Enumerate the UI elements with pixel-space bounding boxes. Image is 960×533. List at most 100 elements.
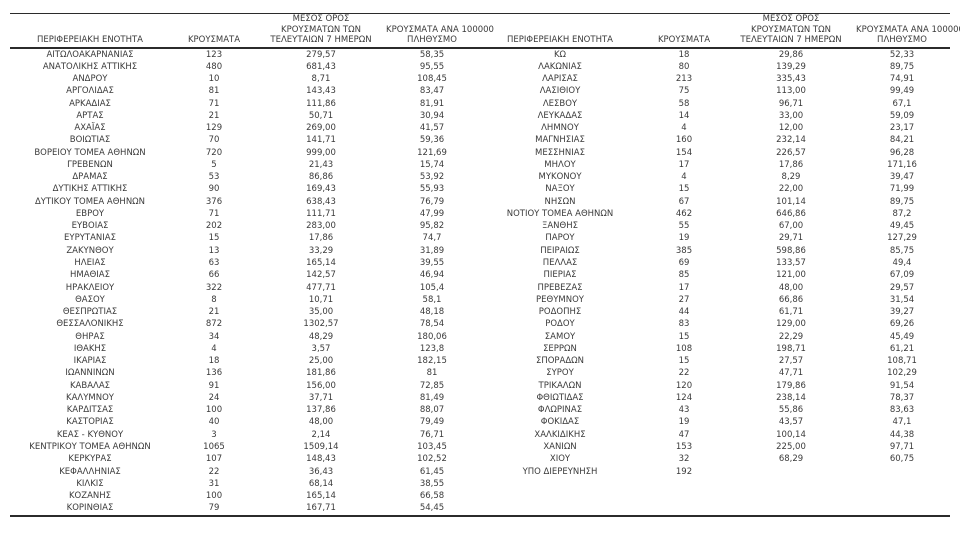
per100k-cell: 58,35 bbox=[419, 49, 445, 60]
avg7-cell: 143,43 bbox=[306, 86, 336, 97]
cases-cell: 58 bbox=[678, 98, 690, 109]
region-cell: ΚΟΖΑΝΗΣ bbox=[68, 491, 112, 502]
region-cell: ΗΛΕΙΑΣ bbox=[74, 258, 106, 269]
avg7-cell: 179,86 bbox=[776, 380, 806, 391]
cases-cell: 34 bbox=[208, 331, 220, 342]
header-avg7-left: ΜΕΣΟΣ ΟΡΟΣ ΚΡΟΥΣΜΑΤΩΝ ΤΩΝ ΤΕΛΕΥΤΑΙΩΝ 7 Η… bbox=[258, 14, 384, 48]
per100k-cell: 78,54 bbox=[419, 319, 445, 330]
cases-cell: 108 bbox=[675, 343, 693, 354]
avg7-cell: 27,57 bbox=[778, 356, 804, 367]
region-cell: ΜΗΛΟΥ bbox=[544, 159, 576, 170]
per100k-cell: 105,4 bbox=[419, 282, 445, 293]
table-row: ΕΥΒΟΙΑΣ 202 283,00 95,82 ΞΑΝΘΗΣ 55 67,00 49,45 bbox=[10, 220, 950, 232]
per100k-cell: 81,91 bbox=[419, 98, 445, 109]
avg7-cell: 133,57 bbox=[776, 258, 806, 269]
avg7-cell: 66,86 bbox=[778, 294, 804, 305]
region-cell: ΑΙΤΩΛΟΑΚΑΡΝΑΝΙΑΣ bbox=[46, 49, 134, 60]
per100k-cell: 91,54 bbox=[889, 380, 915, 391]
cases-cell: 91 bbox=[208, 380, 220, 391]
avg7-cell: 96,71 bbox=[778, 98, 804, 109]
region-cell bbox=[480, 502, 640, 515]
table-row: ΚΟΖΑΝΗΣ 100 165,14 66,58 bbox=[10, 490, 950, 502]
avg7-cell: 37,71 bbox=[308, 392, 334, 403]
cases-cell: 69 bbox=[678, 258, 690, 269]
region-cell: ΚΕΑΣ - ΚΥΘΝΟΥ bbox=[56, 429, 124, 440]
region-cell: ΥΠΟ ΔΙΕΡΕΥΝΗΣΗ bbox=[522, 466, 598, 477]
avg7-cell: 12,00 bbox=[778, 123, 804, 134]
avg7-cell: 269,00 bbox=[306, 123, 336, 134]
avg7-cell bbox=[728, 490, 854, 502]
header-avg7-line2: ΚΡΟΥΣΜΑΤΩΝ ΤΩΝ bbox=[751, 24, 831, 35]
per100k-cell bbox=[854, 502, 950, 515]
cases-cell: 27 bbox=[678, 294, 690, 305]
table-row: ΑΝΑΤΟΛΙΚΗΣ ΑΤΤΙΚΗΣ 480 681,43 95,55 ΛΑΚΩΝΙΑΣ… bbox=[10, 61, 950, 73]
cases-cell: 154 bbox=[675, 147, 693, 158]
per100k-cell: 29,57 bbox=[889, 282, 915, 293]
per100k-cell: 74,91 bbox=[889, 74, 915, 85]
per100k-cell: 41,57 bbox=[419, 123, 445, 134]
region-cell: ΤΡΙΚΑΛΩΝ bbox=[538, 380, 582, 391]
cases-cell: 192 bbox=[675, 466, 693, 477]
cases-cell: 872 bbox=[205, 319, 223, 330]
region-cell: ΞΑΝΘΗΣ bbox=[542, 221, 578, 232]
header-avg7-line2: ΚΡΟΥΣΜΑΤΩΝ ΤΩΝ bbox=[281, 24, 361, 35]
region-cell: ΠΙΕΡΙΑΣ bbox=[543, 270, 577, 281]
avg7-cell: 113,00 bbox=[776, 86, 806, 97]
per100k-cell: 15,74 bbox=[419, 159, 445, 170]
region-cell: ΑΡΓΟΛΙΔΑΣ bbox=[66, 86, 114, 97]
avg7-cell: 25,00 bbox=[308, 356, 334, 367]
region-cell: ΣΠΟΡΑΔΩΝ bbox=[535, 356, 585, 367]
header-per100k-left: ΚΡΟΥΣΜΑΤΑ ΑΝΑ 100000 ΠΛΗΘΥΣΜΟ bbox=[384, 14, 494, 48]
cases-cell: 124 bbox=[675, 392, 693, 403]
cases-cell: 80 bbox=[678, 61, 690, 72]
avg7-cell: 29,71 bbox=[778, 233, 804, 244]
per100k-cell: 48,18 bbox=[419, 307, 445, 318]
table-row: ΔΥΤΙΚΟΥ ΤΟΜΕΑ ΑΘΗΝΩΝ 376 638,43 76,79 ΝΗΣΩΝ 6… bbox=[10, 196, 950, 208]
region-cell: ΔΡΑΜΑΣ bbox=[72, 172, 108, 183]
region-cell: ΦΟΚΙΔΑΣ bbox=[540, 417, 580, 428]
per100k-cell: 76,71 bbox=[419, 429, 445, 440]
cases-cell: 40 bbox=[208, 417, 220, 428]
avg7-cell: 10,71 bbox=[308, 294, 334, 305]
table-row: ΗΡΑΚΛΕΙΟΥ 322 477,71 105,4 ΠΡΕΒΕΖΑΣ 17 48,00 29… bbox=[10, 282, 950, 294]
cases-cell: 47 bbox=[678, 429, 690, 440]
per100k-cell: 49,45 bbox=[889, 221, 915, 232]
region-cell: ΧΑΛΚΙΔΙΚΗΣ bbox=[534, 429, 586, 440]
avg7-cell: 21,43 bbox=[308, 159, 334, 170]
avg7-cell: 61,71 bbox=[778, 307, 804, 318]
avg7-cell: 165,14 bbox=[306, 491, 336, 502]
per100k-cell: 39,55 bbox=[419, 258, 445, 269]
cases-cell: 376 bbox=[205, 196, 223, 207]
avg7-cell: 598,86 bbox=[776, 245, 806, 256]
table-row: ΘΕΣΠΡΩΤΙΑΣ 21 35,00 48,18 ΡΟΔΟΠΗΣ 44 61,71 39,2… bbox=[10, 306, 950, 318]
table-row: ΙΚΑΡΙΑΣ 18 25,00 182,15 ΣΠΟΡΑΔΩΝ 15 27,57 108,7… bbox=[10, 355, 950, 367]
cases-cell bbox=[640, 478, 728, 490]
per100k-cell: 88,07 bbox=[419, 405, 445, 416]
cases-cell: 480 bbox=[205, 61, 223, 72]
per100k-cell: 78,37 bbox=[889, 392, 915, 403]
region-cell: ΛΕΣΒΟΥ bbox=[542, 98, 578, 109]
cases-cell: 18 bbox=[208, 356, 220, 367]
cases-cell: 385 bbox=[675, 245, 693, 256]
avg7-cell bbox=[728, 478, 854, 490]
avg7-cell: 8,71 bbox=[311, 74, 331, 85]
region-cell: ΛΑΣΙΘΙΟΥ bbox=[539, 86, 581, 97]
avg7-cell: 279,57 bbox=[306, 49, 336, 60]
region-cell: ΝΗΣΩΝ bbox=[544, 196, 576, 207]
region-cell: ΑΝΔΡΟΥ bbox=[72, 74, 108, 85]
region-cell: ΔΥΤΙΚΗΣ ΑΤΤΙΚΗΣ bbox=[52, 184, 128, 195]
table-row: ΗΜΑΘΙΑΣ 66 142,57 46,94 ΠΙΕΡΙΑΣ 85 121,00 67,09 bbox=[10, 269, 950, 281]
cases-cell: 75 bbox=[678, 86, 690, 97]
regional-cases-table: ΠΕΡΙΦΕΡΕΙΑΚΗ ΕΝΟΤΗΤΑ ΚΡΟΥΣΜΑΤΑ ΜΕΣΟΣ ΟΡΟ… bbox=[10, 13, 960, 517]
avg7-cell: 283,00 bbox=[306, 221, 336, 232]
header-region-left: ΠΕΡΙΦΕΡΕΙΑΚΗ ΕΝΟΤΗΤΑ bbox=[37, 35, 143, 45]
table-row: ΑΝΔΡΟΥ 10 8,71 108,45 ΛΑΡΙΣΑΣ 213 335,43 74,91 bbox=[10, 73, 950, 85]
table-row: ΙΘΑΚΗΣ 4 3,57 123,8 ΣΕΡΡΩΝ 108 198,71 61,21 bbox=[10, 343, 950, 355]
table-row: ΑΡΚΑΔΙΑΣ 71 111,86 81,91 ΛΕΣΒΟΥ 58 96,71 67,1 bbox=[10, 98, 950, 110]
region-cell: ΘΗΡΑΣ bbox=[75, 331, 105, 342]
cases-cell: 720 bbox=[205, 147, 223, 158]
per100k-cell: 61,21 bbox=[889, 343, 915, 354]
cases-cell: 19 bbox=[678, 233, 690, 244]
per100k-cell: 182,15 bbox=[417, 356, 447, 367]
